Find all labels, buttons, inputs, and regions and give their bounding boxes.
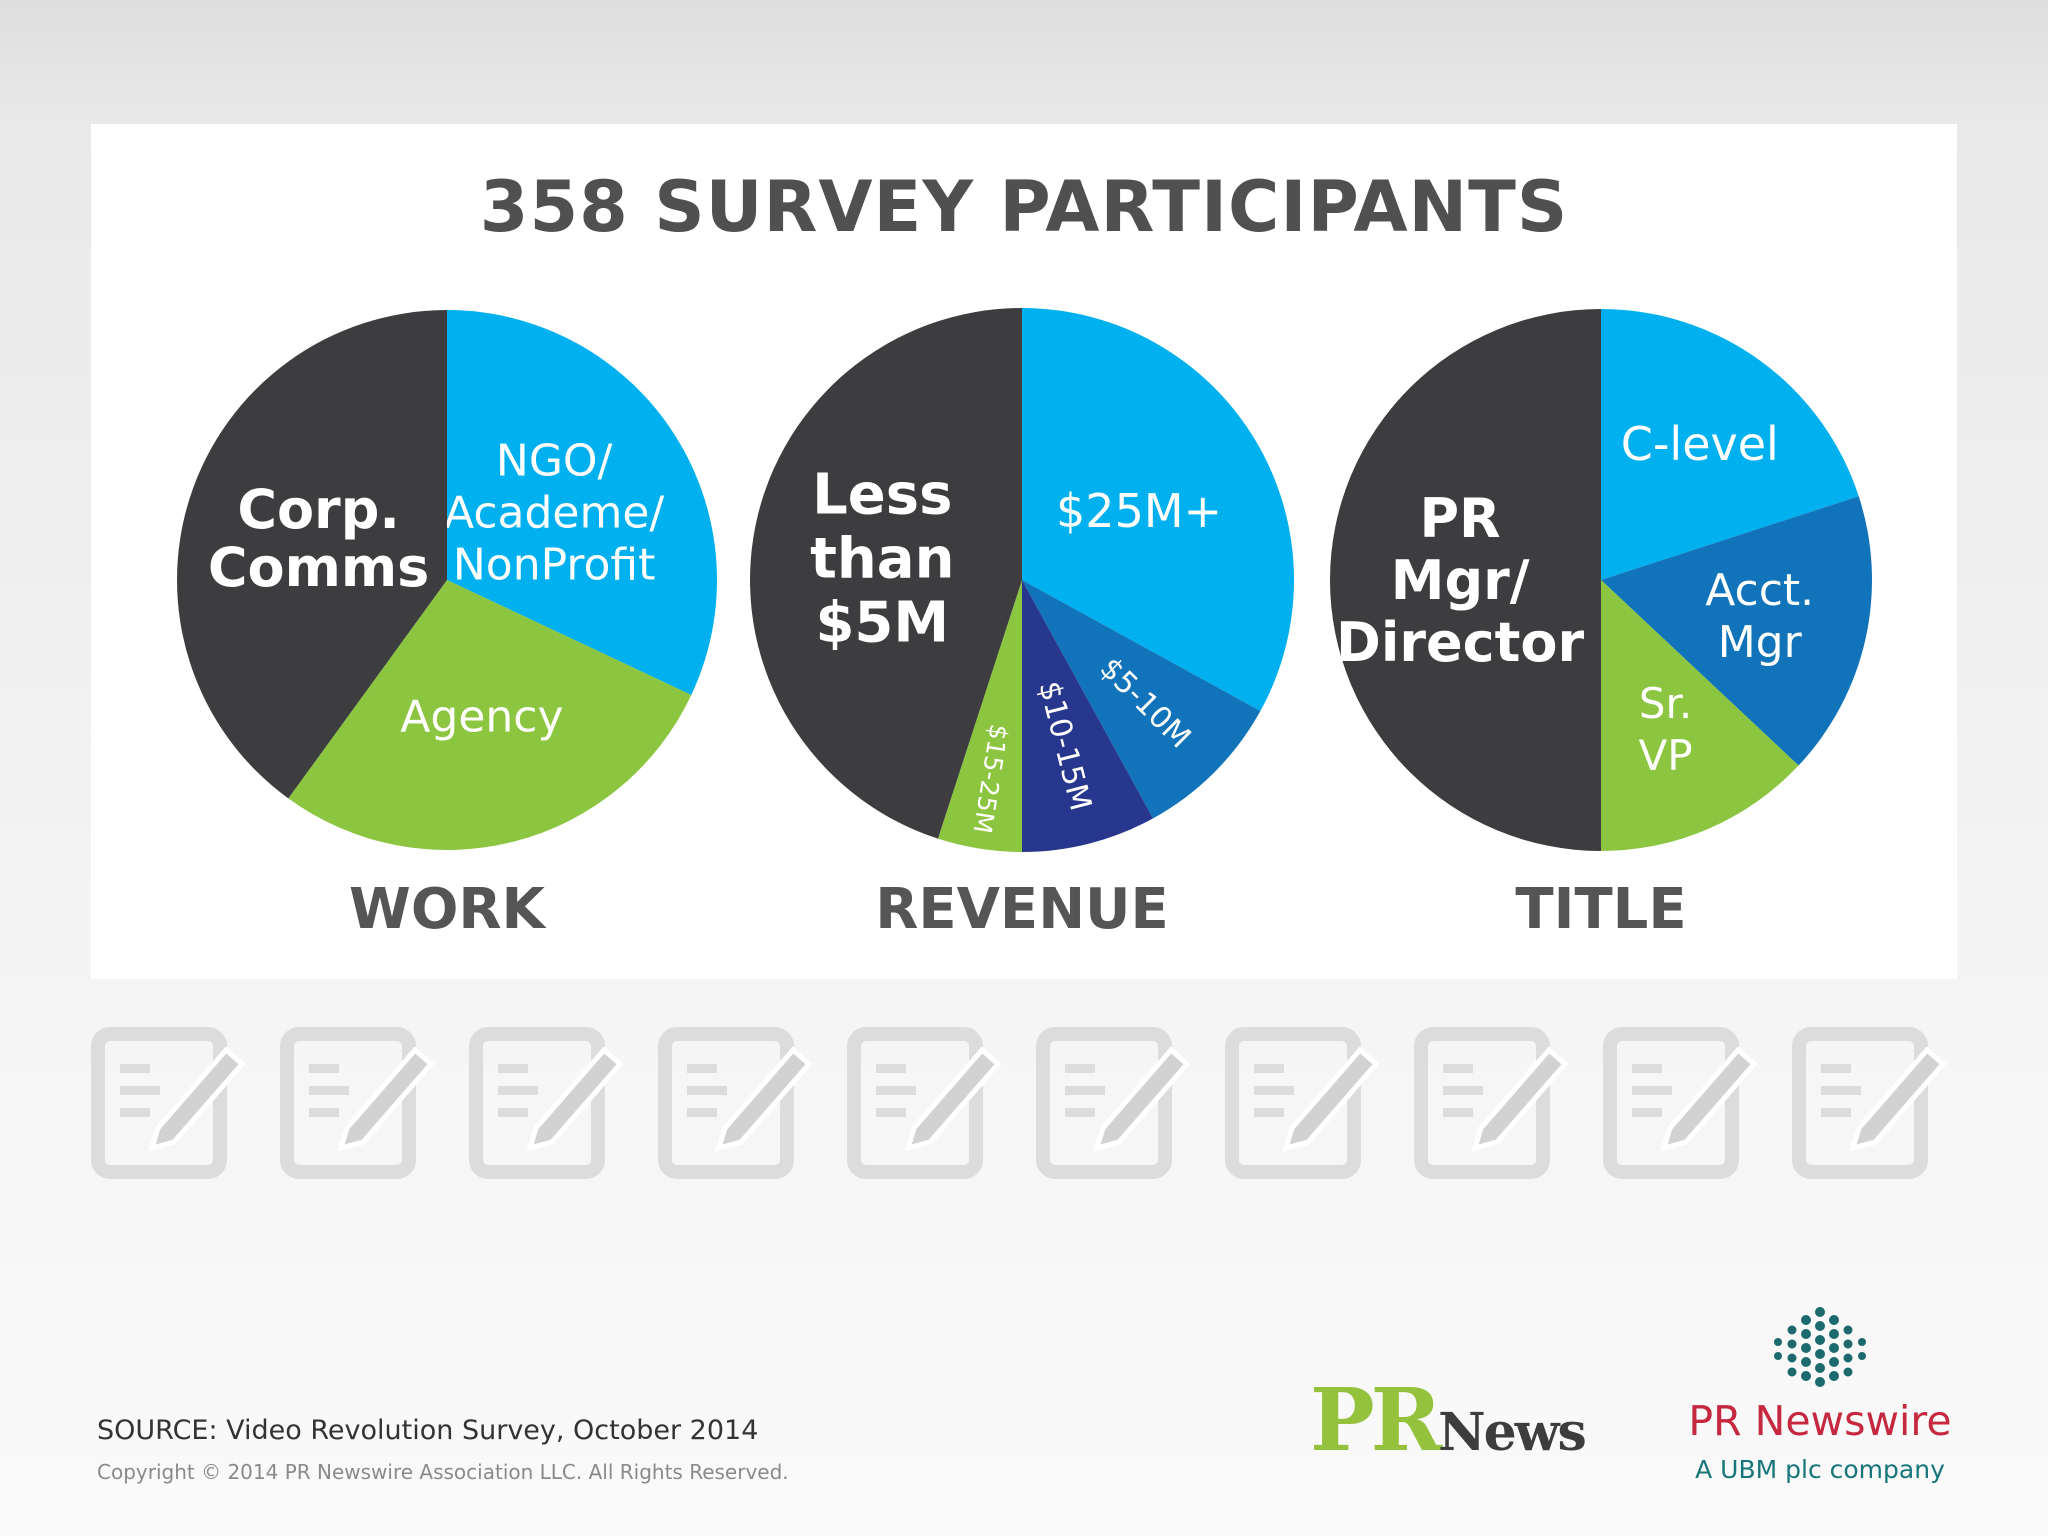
prnews-logo-news: News — [1438, 1402, 1587, 1463]
survey-form-icon — [1603, 1027, 1758, 1179]
pie-slice-sr-vp — [1601, 580, 1799, 851]
prnewswire-dots-icon — [1774, 1307, 1866, 1387]
pie-slice-c-level — [1601, 309, 1859, 580]
pie-slice-ngo-academe-nonprofit — [447, 310, 717, 695]
slice-label: Sr. VP — [1639, 679, 1693, 780]
pie-slice-agency — [288, 580, 692, 850]
prnewswire-logo: PR Newswire A UBM plc company — [1660, 1300, 1980, 1490]
icon-row — [91, 1027, 1947, 1179]
pie-slice-5-10m — [1022, 580, 1261, 819]
slice-label: Corp. Comms — [208, 478, 429, 599]
pie-slice-pr-mgr-director — [1330, 309, 1601, 851]
slice-label: Agency — [400, 691, 563, 742]
survey-form-icon — [1414, 1027, 1569, 1179]
pie-work: NGO/Academe/NonProfit Agency Corp. Comms — [177, 310, 717, 850]
prnewswire-name: PR Newswire — [1688, 1397, 1952, 1445]
pie-slice-less-than-5m — [750, 308, 1022, 839]
survey-form-icon — [91, 1027, 246, 1179]
pie-title: WORK — [349, 877, 547, 942]
pie-slice-15-25m — [937, 580, 1022, 852]
slice-label: NGO/Academe/NonProfit — [444, 435, 664, 590]
survey-form-icon — [1036, 1027, 1191, 1179]
slice-label: Acct. Mgr — [1705, 565, 1814, 668]
survey-form-icon — [658, 1027, 813, 1179]
survey-form-icon — [847, 1027, 1002, 1179]
copyright-note: Copyright © 2014 PR Newswire Association… — [97, 1460, 789, 1484]
slice-label: PR Mgr/Director — [1336, 487, 1585, 674]
survey-form-icon — [1225, 1027, 1380, 1179]
prnews-logo-pr: PR — [1310, 1370, 1442, 1471]
survey-form-icon — [280, 1027, 435, 1179]
page-title: 358 SURVEY PARTICIPANTS — [479, 166, 1569, 248]
prnews-logo: PRNews — [1310, 1370, 1587, 1471]
survey-form-icon — [469, 1027, 624, 1179]
slice-label: C-level — [1621, 417, 1779, 471]
slice-label: Less than $5M — [810, 462, 954, 655]
survey-form-icon — [1792, 1027, 1947, 1179]
pie-title: REVENUE — [875, 877, 1169, 942]
pie-slice-acct-mgr — [1601, 496, 1872, 766]
pie-title: TITLE — [1515, 877, 1686, 942]
source-note: SOURCE: Video Revolution Survey, October… — [97, 1415, 759, 1446]
pie-slice-10-15m — [1022, 580, 1154, 852]
prnewswire-tagline: A UBM plc company — [1695, 1455, 1945, 1484]
slice-label: $25M+ — [1056, 484, 1222, 538]
pie-slice-corp-comms — [177, 310, 448, 799]
charts-canvas: NGO/Academe/NonProfit Agency Corp. Comms WOR… — [177, 308, 1872, 942]
pie-slice-25m — [1022, 308, 1295, 712]
